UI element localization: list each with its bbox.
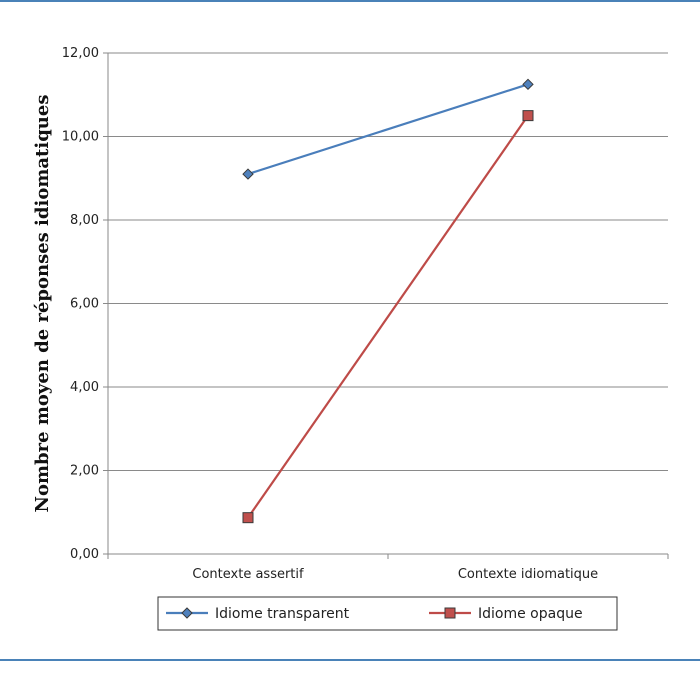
y-tick-label: 12,00 (62, 46, 99, 61)
y-tick-label: 4,00 (70, 380, 99, 395)
series-layer (242, 78, 534, 524)
y-tick-label: 10,00 (62, 130, 99, 145)
legend-marker (444, 607, 456, 619)
y-tick-label: 0,00 (70, 547, 99, 562)
series-line (247, 114, 529, 519)
series-0 (242, 78, 534, 180)
y-tick-label: 2,00 (70, 464, 99, 479)
data-point (522, 110, 534, 122)
series-1 (242, 110, 534, 524)
bottom-border (0, 659, 700, 661)
series-line (247, 83, 529, 176)
x-tick-labels: Contexte assertif Contexte idiomatique (192, 567, 598, 582)
legend-label: Idiome opaque (478, 606, 583, 622)
x-tick-label: Contexte idiomatique (458, 567, 598, 582)
x-tick-label: Contexte assertif (192, 567, 304, 582)
line-chart: 0,00 2,00 4,00 6,00 8,00 10,00 12,00 Contexte … (32, 46, 669, 631)
legend-marker (181, 607, 193, 619)
y-tick-labels: 0,00 2,00 4,00 6,00 8,00 10,00 12,00 (62, 46, 99, 562)
data-point (242, 168, 254, 180)
top-border (0, 0, 700, 2)
legend-label: Idiome transparent (215, 606, 350, 622)
legend-box (157, 596, 618, 631)
y-tick-label: 6,00 (70, 297, 99, 312)
axes (107, 53, 669, 559)
data-point (522, 78, 534, 91)
legend: Idiome transparent Idiome opaque (157, 596, 618, 631)
y-axis-label: Nombre moyen de réponses idiomatiques (32, 95, 53, 513)
data-point (242, 512, 254, 524)
gridlines (103, 52, 668, 555)
y-tick-label: 8,00 (70, 213, 99, 228)
